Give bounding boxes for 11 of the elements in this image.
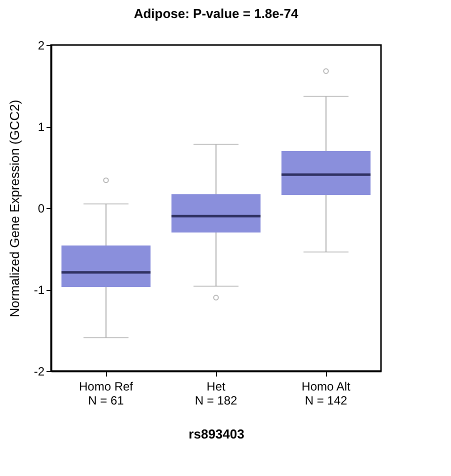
x-axis-title: rs893403 bbox=[188, 426, 244, 442]
x-tick-label: Homo Ref N = 61 bbox=[78, 380, 134, 408]
y-axis-title: Normalized Gene Expression (GCC2) bbox=[6, 100, 22, 318]
y-tick-label: 1 bbox=[38, 120, 45, 134]
y-tick-label: -2 bbox=[34, 364, 45, 378]
x-tick-label: Het N = 182 bbox=[194, 380, 238, 408]
y-tick-label: -1 bbox=[34, 283, 45, 297]
y-tick-label: 2 bbox=[38, 38, 45, 52]
x-tick-label: Homo Alt N = 142 bbox=[302, 380, 352, 408]
chart-title: Adipose: P-value = 1.8e-74 bbox=[134, 6, 299, 21]
y-tick-label: 0 bbox=[38, 202, 45, 216]
